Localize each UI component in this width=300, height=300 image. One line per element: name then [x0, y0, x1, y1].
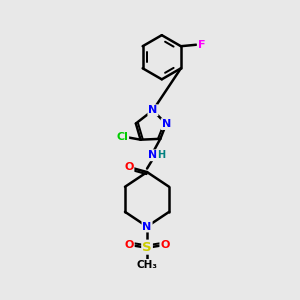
Text: S: S: [142, 241, 152, 254]
Text: F: F: [198, 40, 205, 50]
Text: O: O: [160, 240, 170, 250]
Text: N: N: [162, 119, 171, 129]
Text: O: O: [124, 162, 134, 172]
Text: N: N: [142, 222, 152, 232]
Text: N: N: [148, 105, 158, 115]
Text: H: H: [157, 150, 165, 160]
Text: Cl: Cl: [116, 132, 128, 142]
Text: N: N: [148, 150, 158, 160]
Text: O: O: [124, 240, 134, 250]
Text: CH₃: CH₃: [136, 260, 158, 270]
